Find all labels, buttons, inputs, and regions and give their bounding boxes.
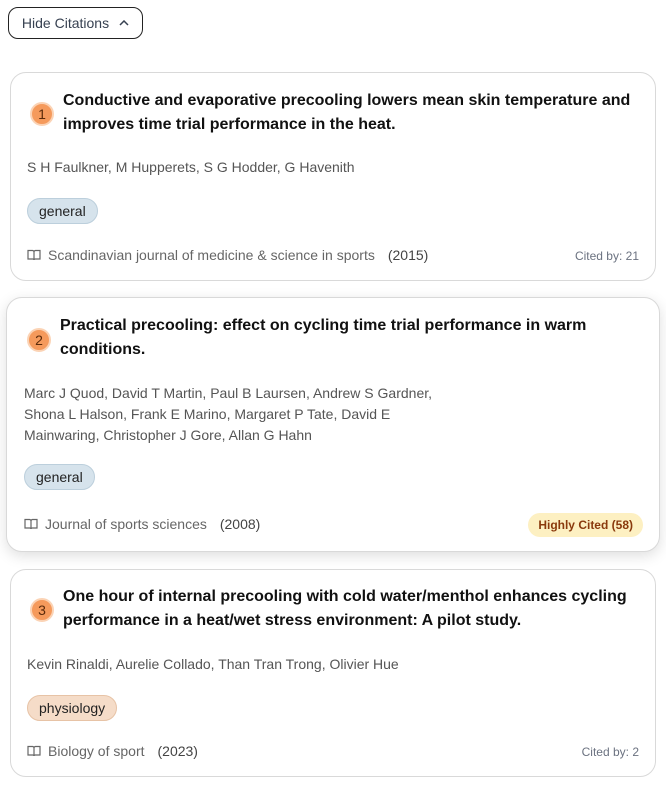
book-icon — [27, 745, 41, 757]
citation-authors: Marc J Quod, David T Martin, Paul B Laur… — [24, 385, 433, 443]
publication-year: (2023) — [157, 743, 198, 759]
hide-citations-label: Hide Citations — [21, 15, 110, 31]
citation-number-badge: 1 — [30, 102, 54, 126]
citation-title[interactable]: Practical precooling: effect on cycling … — [60, 317, 587, 358]
citation-card[interactable]: 1 Conductive and evaporative precooling … — [10, 72, 656, 281]
journal-name: Journal of sports sciences — [45, 516, 207, 532]
chevron-up-icon — [119, 20, 129, 26]
publication-year: (2008) — [219, 516, 261, 532]
citation-title[interactable]: Conductive and evaporative precooling lo… — [63, 92, 631, 133]
journal-name: Biology of sport — [48, 743, 145, 759]
topic-tag: physiology — [27, 695, 118, 721]
citation-source: Scandinavian journal of medicine & scien… — [27, 247, 428, 263]
citation-title[interactable]: One hour of internal precooling with col… — [63, 588, 627, 629]
publication-year: (2015) — [387, 247, 429, 263]
citation-card[interactable]: 3 One hour of internal precooling with c… — [10, 569, 656, 777]
cited-by-count: Cited by: 2 — [581, 745, 639, 759]
book-icon — [27, 249, 41, 261]
citation-source: Journal of sports sciences (2008) — [24, 516, 260, 532]
journal-name: Scandinavian journal of medicine & scien… — [48, 247, 375, 263]
citation-source: Biology of sport (2023) — [27, 743, 198, 759]
citation-authors: S H Faulkner, M Hupperets, S G Hodder, G… — [27, 159, 355, 175]
citation-card[interactable]: 2 Practical precooling: effect on cyclin… — [6, 297, 660, 552]
citation-authors: Kevin Rinaldi, Aurelie Collado, Than Tra… — [27, 656, 399, 672]
highly-cited-badge: Highly Cited (58) — [528, 513, 643, 537]
book-icon — [24, 518, 38, 530]
citation-number-badge: 2 — [27, 328, 51, 352]
topic-tag: general — [27, 198, 98, 224]
topic-tag: general — [24, 464, 95, 490]
hide-citations-button[interactable]: Hide Citations — [8, 7, 143, 39]
cited-by-count: Cited by: 21 — [574, 249, 639, 263]
citation-number-badge: 3 — [30, 598, 54, 622]
